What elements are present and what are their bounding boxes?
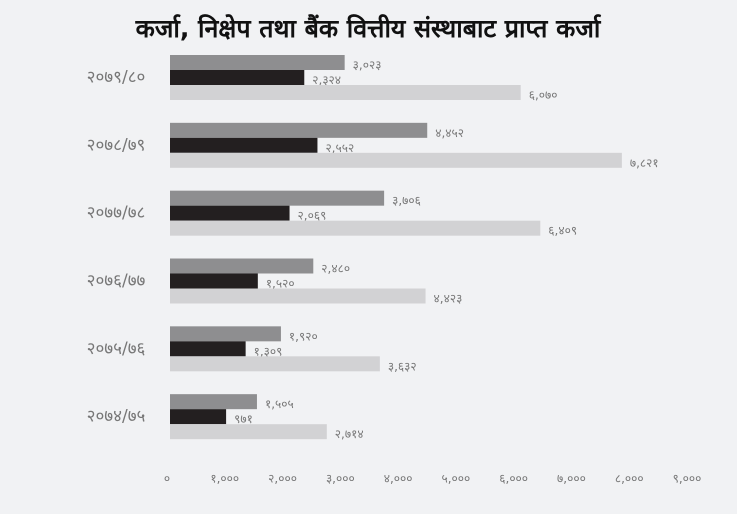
bar bbox=[170, 152, 622, 168]
value-label: २,४८० bbox=[321, 262, 350, 276]
value-label: ४,४५२ bbox=[435, 126, 464, 140]
bar bbox=[170, 326, 281, 342]
x-tick-label: ३,००० bbox=[326, 472, 355, 486]
x-tick-label: ६,००० bbox=[499, 472, 528, 486]
value-label: २,७१४ bbox=[335, 427, 364, 441]
bar bbox=[170, 341, 246, 357]
value-label: २,३२४ bbox=[312, 73, 341, 87]
bar bbox=[170, 220, 541, 236]
value-label: १,५२० bbox=[266, 277, 295, 291]
value-label: ३,०२३ bbox=[353, 58, 382, 72]
y-tick-label: २०७७/७८ bbox=[87, 203, 146, 223]
bar bbox=[170, 55, 345, 70]
value-label: १,३०९ bbox=[254, 344, 283, 358]
bar bbox=[170, 394, 257, 410]
bar bbox=[170, 137, 318, 153]
value-label: २,५५२ bbox=[325, 141, 354, 155]
value-label: ७,८२१ bbox=[630, 156, 659, 170]
value-label: १,५०५ bbox=[265, 397, 294, 411]
bar bbox=[170, 205, 290, 221]
bar bbox=[170, 356, 380, 372]
value-label: ३,६३२ bbox=[388, 359, 417, 373]
y-tick-label: २०७४/७५ bbox=[87, 407, 146, 427]
value-label: २,०६९ bbox=[298, 209, 327, 223]
x-tick-label: ४,००० bbox=[384, 472, 413, 486]
bar bbox=[170, 190, 385, 206]
bar bbox=[170, 70, 305, 85]
chart-title: कर्जा, निक्षेप तथा बैंक वित्तीय संस्थाबा… bbox=[135, 14, 602, 43]
x-tick-label: ७,००० bbox=[557, 472, 586, 486]
bar bbox=[170, 85, 521, 100]
value-label: १,९२० bbox=[289, 329, 318, 343]
y-tick-label: २०७८/७९ bbox=[87, 135, 146, 155]
bar bbox=[170, 273, 258, 289]
bar bbox=[170, 409, 227, 425]
y-tick-label: २०७५/७६ bbox=[87, 339, 146, 359]
y-tick-label: २०७९/८० bbox=[87, 68, 146, 88]
y-tick-label: २०७६/७७ bbox=[87, 271, 146, 291]
x-tick-label: २,००० bbox=[268, 472, 297, 486]
value-label: ९७१ bbox=[234, 412, 253, 426]
bar bbox=[170, 424, 327, 440]
value-label: ६,०७० bbox=[529, 88, 558, 102]
bar bbox=[170, 288, 426, 304]
x-tick-label: १,००० bbox=[210, 472, 239, 486]
value-label: ६,४०९ bbox=[548, 224, 577, 238]
value-label: ४,४२३ bbox=[434, 292, 463, 306]
x-tick-label: ८,००० bbox=[615, 472, 644, 486]
x-tick-label: ९,००० bbox=[673, 472, 702, 486]
bar bbox=[170, 258, 314, 274]
bar bbox=[170, 122, 428, 138]
value-label: ३,७०६ bbox=[392, 194, 421, 208]
x-tick-label: ० bbox=[164, 472, 170, 486]
x-tick-label: ५,००० bbox=[441, 472, 470, 486]
